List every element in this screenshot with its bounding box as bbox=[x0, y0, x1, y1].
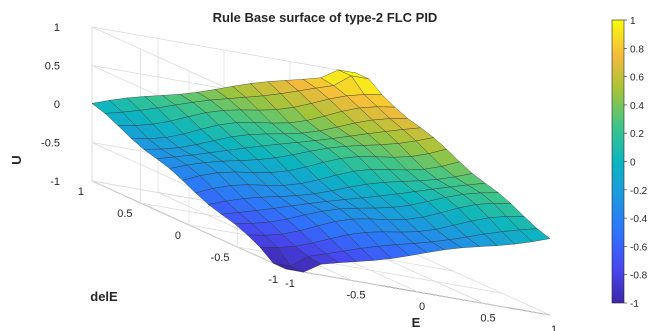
colorbar-tick-label: -0.2 bbox=[630, 186, 648, 197]
y-tick-label: -1 bbox=[268, 274, 278, 286]
colorbar-tick-label: 0.6 bbox=[630, 73, 644, 84]
chart-title: Rule Base surface of type-2 FLC PID bbox=[213, 10, 438, 25]
x-tick-label: 0 bbox=[419, 301, 425, 313]
y-tick-label: 0 bbox=[175, 230, 181, 242]
y-tick-label: 1 bbox=[78, 186, 84, 198]
surface-patch bbox=[518, 228, 551, 242]
colorbar-tick-label: 1 bbox=[630, 16, 636, 27]
axis-ticks: -1 -0.5 0 0.5 1 -1 -0.5 0 0.5 1 -1 -0.5 0 0.5 1 bbox=[41, 22, 557, 331]
y-axis-label: delE bbox=[90, 289, 118, 304]
x-axis-label: E bbox=[412, 315, 421, 330]
z-tick-label: 0.5 bbox=[45, 61, 60, 73]
z-tick-label: 0 bbox=[54, 99, 60, 111]
x-tick-label: -0.5 bbox=[347, 290, 366, 302]
colorbar-tick-label: -0.6 bbox=[630, 242, 648, 253]
y-tick-label: 0.5 bbox=[117, 208, 132, 220]
z-tick-label: 1 bbox=[54, 22, 60, 34]
colorbar-tick-label: 0.4 bbox=[630, 101, 644, 112]
colorbar-tick-label: -1 bbox=[630, 299, 639, 310]
colorbar-tick-label: 0.2 bbox=[630, 129, 644, 140]
x-tick-label: -1 bbox=[285, 278, 295, 290]
z-axis-label: U bbox=[9, 155, 24, 164]
x-tick-label: 0.5 bbox=[480, 313, 495, 325]
colorbar-tick-label: 0.8 bbox=[630, 44, 644, 55]
colorbar-ticks: 1 0.8 0.6 0.4 0.2 0 -0.2 -0.4 -0.6 -0.8 -1 bbox=[624, 16, 648, 310]
colorbar-tick-label: -0.4 bbox=[630, 214, 648, 225]
x-tick-label: 1 bbox=[551, 324, 557, 331]
colorbar-tick-label: -0.8 bbox=[630, 271, 648, 282]
z-tick-label: -1 bbox=[50, 176, 60, 188]
colorbar bbox=[611, 19, 625, 304]
z-tick-label: -0.5 bbox=[41, 138, 60, 150]
y-tick-label: -0.5 bbox=[211, 252, 230, 264]
colorbar-tick-label: 0 bbox=[630, 158, 636, 169]
surface-mesh bbox=[91, 69, 551, 273]
grid-line bbox=[91, 26, 357, 116]
